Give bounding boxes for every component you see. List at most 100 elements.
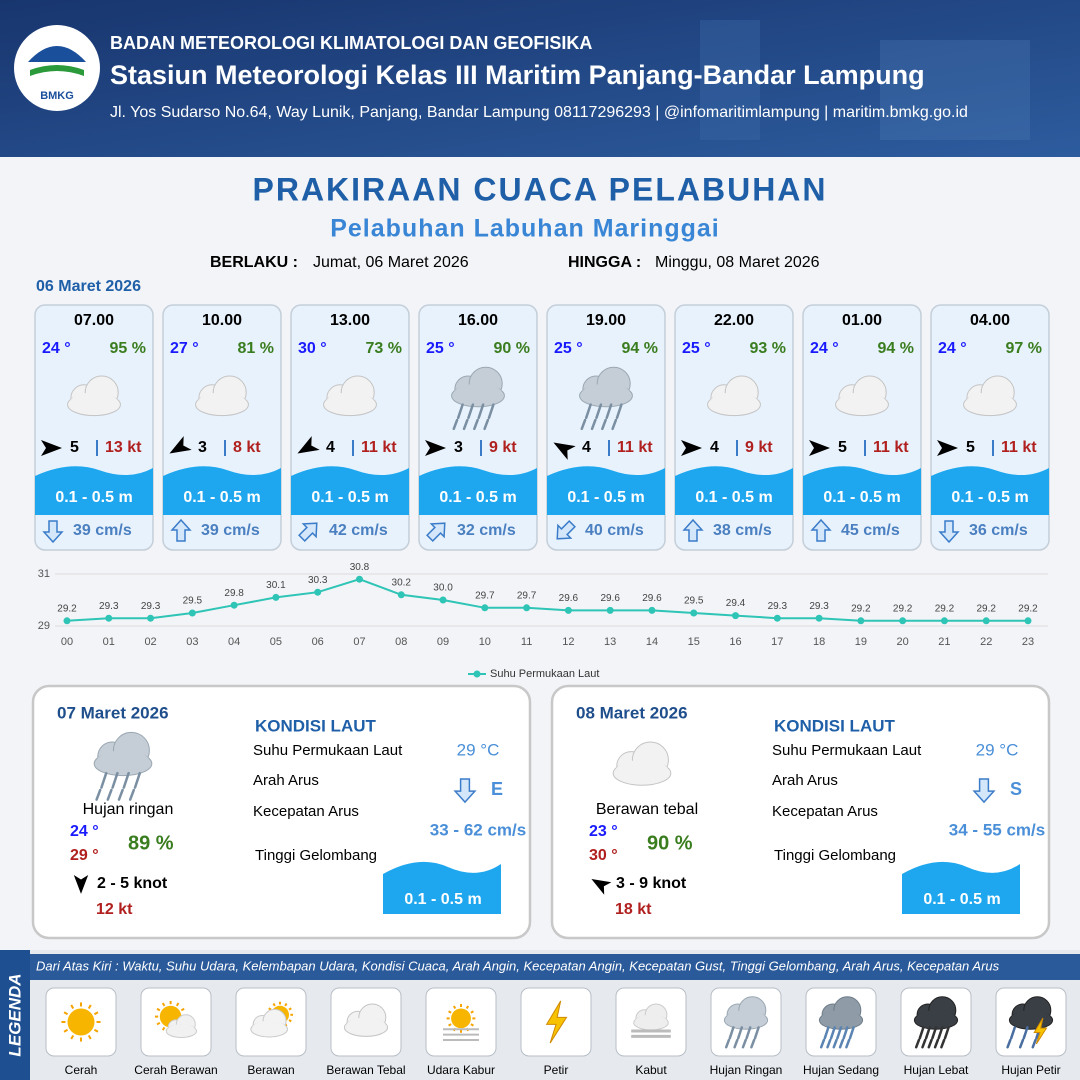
cloud-part — [325, 392, 375, 413]
sea-label: Arah Arus — [772, 772, 838, 789]
x-tick-label: 23 — [1022, 636, 1034, 648]
rain-drop — [826, 1038, 832, 1049]
sst-point — [773, 614, 781, 622]
wave-band — [35, 466, 153, 515]
wind-arrow — [41, 440, 62, 456]
sun-ray — [284, 1002, 288, 1007]
wave-band — [547, 466, 665, 515]
sun-ray — [180, 1007, 185, 1012]
x-tick-label: 08 — [395, 636, 407, 648]
sst-point — [648, 606, 656, 614]
legend-label: Suhu Permukaan Laut — [490, 668, 599, 680]
rain-drop — [1009, 1026, 1017, 1040]
x-tick-label: 16 — [729, 636, 741, 648]
temp-max: 29 ° — [70, 847, 99, 864]
time: 04.00 — [970, 312, 1010, 329]
rain-drop — [1022, 1026, 1029, 1040]
weather-icon — [195, 375, 249, 417]
sun — [451, 1008, 471, 1029]
rain-drop — [128, 788, 136, 801]
rain-drop — [1018, 1038, 1025, 1049]
x-tick-label: 01 — [103, 636, 115, 648]
x-tick-label: 00 — [61, 636, 73, 648]
cloud-part — [197, 392, 247, 413]
rain-drop — [106, 788, 113, 801]
weather-icon — [343, 1003, 389, 1037]
header-decor — [880, 40, 1030, 140]
temp-min: 24 ° — [70, 823, 99, 840]
sst-point — [397, 591, 405, 599]
sun-ray — [161, 1026, 166, 1031]
sun-ray — [161, 1002, 166, 1007]
current-arrow — [426, 522, 446, 542]
wave-height: 0.1 - 0.5 m — [951, 489, 1028, 506]
wave-height: 0.1 - 0.5 m — [183, 489, 260, 506]
sun-ray — [470, 1010, 474, 1014]
rain-drop — [133, 771, 142, 789]
rain-drop — [728, 1026, 735, 1040]
rain-drop — [914, 1038, 921, 1049]
rain-drop — [842, 1026, 849, 1040]
x-tick-label: 03 — [186, 636, 198, 648]
wind-speed: 4 — [710, 439, 719, 456]
current-arrow — [810, 518, 832, 542]
x-tick-label: 06 — [312, 636, 324, 648]
weather-icon — [323, 375, 377, 417]
value-label: 29.3 — [768, 601, 788, 612]
sun-ray — [272, 1002, 276, 1007]
current-speed: 39 cm/s — [73, 522, 132, 539]
bolt — [545, 1000, 568, 1044]
x-tick-label: 10 — [479, 636, 491, 648]
value-label: 29.4 — [726, 598, 746, 609]
current-arrow — [453, 778, 477, 804]
x-tick-label: 04 — [228, 636, 240, 648]
current-direction: E — [491, 779, 503, 799]
wind-arrow — [591, 879, 612, 895]
rain-drop — [100, 771, 108, 789]
current-arrow — [298, 522, 318, 542]
x-tick-label: 05 — [270, 636, 282, 648]
weather-icon — [443, 1004, 479, 1041]
sun-ray — [156, 1007, 161, 1012]
day-date: 07 Maret 2026 — [57, 703, 169, 722]
sst-point — [732, 612, 740, 620]
wave-height: 0.1 - 0.5 m — [823, 489, 900, 506]
value-label: 29.7 — [475, 590, 495, 601]
agency: BADAN METEOROLOGI KLIMATOLOGI DAN GEOFIS… — [110, 33, 592, 53]
weather-icon — [61, 1002, 101, 1042]
y-tick-label: 31 — [38, 568, 50, 580]
value-label: 30.3 — [308, 575, 328, 586]
value-label: 29.2 — [57, 603, 77, 614]
wave-band — [803, 466, 921, 515]
cloud-part — [615, 760, 669, 782]
weather-icon — [707, 375, 761, 417]
current-speed: 36 cm/s — [969, 522, 1028, 539]
value-label: 29.3 — [141, 601, 161, 612]
rain-drop — [823, 1026, 830, 1040]
humidity: 81 % — [238, 340, 274, 357]
cloud-part — [709, 392, 759, 413]
rain-drop — [580, 418, 587, 431]
logo-text: BMKG — [40, 90, 74, 102]
legend-item-label: Hujan Ringan — [710, 1063, 783, 1077]
rain-drop — [931, 1026, 938, 1040]
sun-ray — [470, 1023, 474, 1027]
sst-point — [523, 604, 531, 612]
sun-ray — [70, 1034, 75, 1040]
legend-desc-band — [30, 954, 1080, 980]
wave-band — [902, 861, 1020, 914]
current-arrow — [682, 518, 704, 542]
rain-drop — [95, 788, 102, 801]
wind-arrow — [553, 442, 576, 460]
legend-item-label: Kabut — [635, 1063, 667, 1077]
gust: 11 kt — [873, 439, 909, 456]
humidity: 93 % — [750, 340, 786, 357]
wave-band — [163, 466, 281, 515]
rain-drop — [462, 418, 469, 431]
sun-ray — [87, 1004, 92, 1010]
weather-icon — [579, 366, 633, 431]
cloud-part — [635, 1014, 667, 1028]
x-tick-label: 12 — [562, 636, 574, 648]
value-label: 29.2 — [851, 603, 871, 614]
legend-item-label: Udara Kabur — [427, 1063, 495, 1077]
